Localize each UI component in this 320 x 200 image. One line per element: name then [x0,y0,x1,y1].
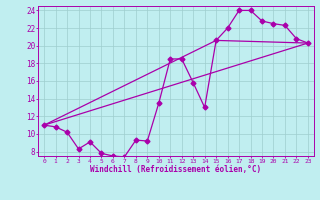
X-axis label: Windchill (Refroidissement éolien,°C): Windchill (Refroidissement éolien,°C) [91,165,261,174]
